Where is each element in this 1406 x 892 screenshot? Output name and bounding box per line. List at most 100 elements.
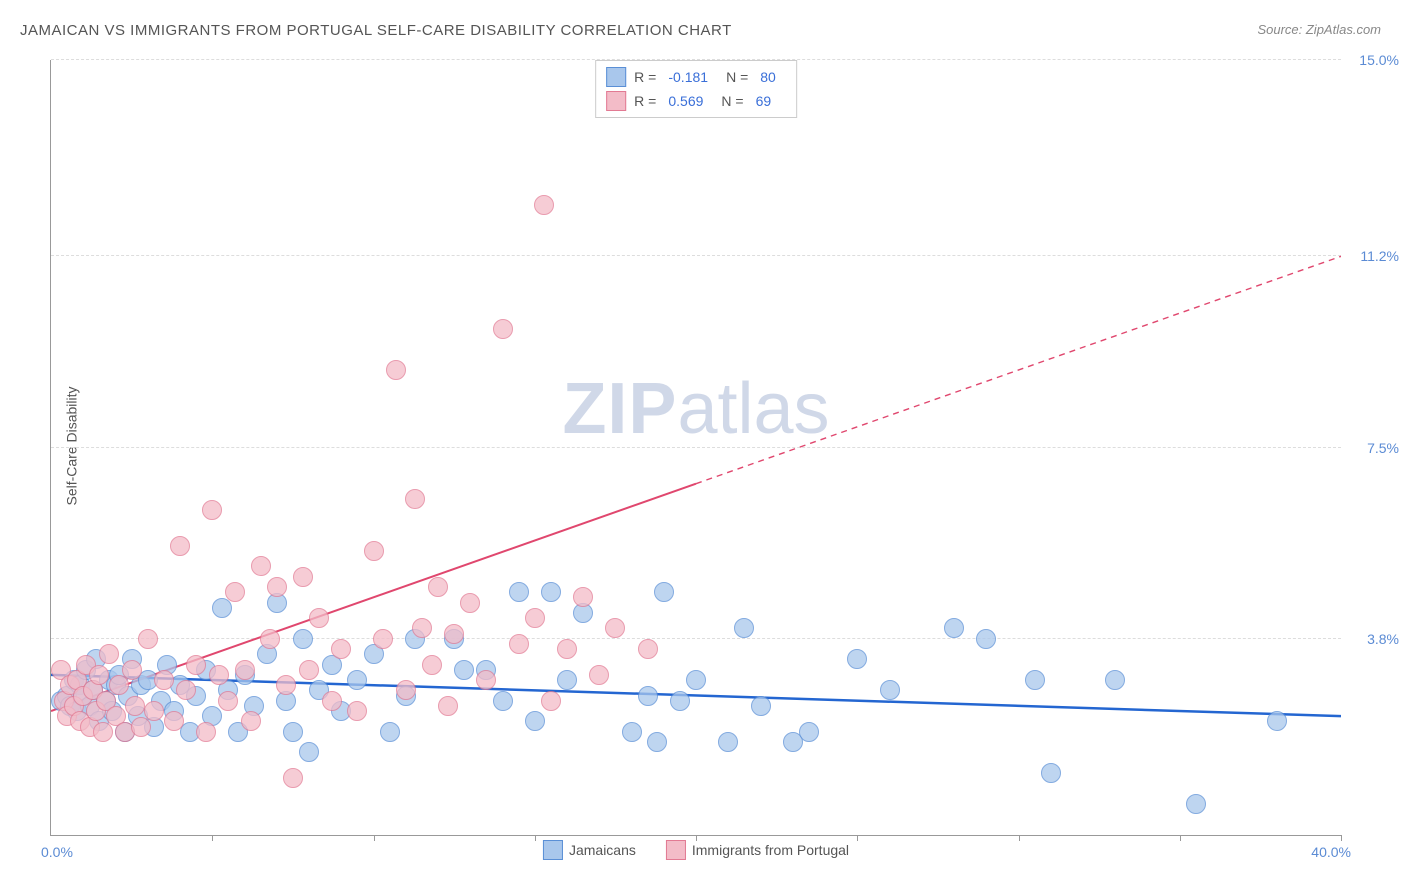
legend-label-portugal: Immigrants from Portugal [692, 842, 849, 858]
scatter-point [122, 660, 142, 680]
scatter-point [299, 742, 319, 762]
legend-item-jamaicans: Jamaicans [543, 840, 636, 860]
scatter-point [412, 618, 432, 638]
scatter-point [347, 701, 367, 721]
y-axis-tick-label: 15.0% [1359, 52, 1399, 68]
series-legend: Jamaicans Immigrants from Portugal [543, 840, 849, 860]
legend-row-2: R = 0.569 N = 69 [606, 89, 786, 113]
swatch-jamaicans-icon [606, 67, 626, 87]
scatter-point [944, 618, 964, 638]
scatter-point [686, 670, 706, 690]
scatter-point [509, 634, 529, 654]
scatter-point [557, 639, 577, 659]
scatter-point [493, 691, 513, 711]
n-value-2: 69 [756, 93, 772, 109]
scatter-point [373, 629, 393, 649]
y-axis-tick-label: 3.8% [1367, 631, 1399, 647]
legend-row-1: R = -0.181 N = 80 [606, 65, 786, 89]
scatter-point [444, 624, 464, 644]
scatter-point [405, 489, 425, 509]
source-attribution: Source: ZipAtlas.com [1257, 22, 1381, 37]
scatter-point [347, 670, 367, 690]
scatter-point [283, 722, 303, 742]
watermark-atlas: atlas [677, 369, 829, 449]
scatter-point [589, 665, 609, 685]
scatter-point [751, 696, 771, 716]
scatter-point [322, 691, 342, 711]
swatch-jamaicans-icon [543, 840, 563, 860]
scatter-point [476, 670, 496, 690]
scatter-point [176, 680, 196, 700]
scatter-point [235, 660, 255, 680]
scatter-point [799, 722, 819, 742]
scatter-point [654, 582, 674, 602]
r-value-2: 0.569 [668, 93, 703, 109]
scatter-point [164, 711, 184, 731]
scatter-point [218, 691, 238, 711]
scatter-point [880, 680, 900, 700]
scatter-point [438, 696, 458, 716]
scatter-point [622, 722, 642, 742]
scatter-point [638, 639, 658, 659]
legend-item-portugal: Immigrants from Portugal [666, 840, 849, 860]
scatter-point [718, 732, 738, 752]
scatter-point [396, 680, 416, 700]
scatter-point [1025, 670, 1045, 690]
scatter-point [1105, 670, 1125, 690]
scatter-point [154, 670, 174, 690]
scatter-point [293, 567, 313, 587]
scatter-point [364, 541, 384, 561]
swatch-portugal-icon [606, 91, 626, 111]
scatter-point [509, 582, 529, 602]
scatter-point [1267, 711, 1287, 731]
scatter-point [534, 195, 554, 215]
scatter-point [138, 629, 158, 649]
scatter-point [89, 665, 109, 685]
scatter-point [460, 593, 480, 613]
scatter-point [125, 696, 145, 716]
scatter-point [670, 691, 690, 711]
y-axis-tick-label: 7.5% [1367, 440, 1399, 456]
scatter-point [283, 768, 303, 788]
scatter-point [541, 582, 561, 602]
scatter-point [573, 587, 593, 607]
legend-label-jamaicans: Jamaicans [569, 842, 636, 858]
scatter-point [428, 577, 448, 597]
scatter-point [202, 500, 222, 520]
scatter-point [1041, 763, 1061, 783]
scatter-point [454, 660, 474, 680]
r-label: R = [634, 93, 656, 109]
scatter-point [276, 675, 296, 695]
scatter-point [647, 732, 667, 752]
scatter-point [225, 582, 245, 602]
correlation-legend: R = -0.181 N = 80 R = 0.569 N = 69 [595, 60, 797, 118]
scatter-point [847, 649, 867, 669]
scatter-point [299, 660, 319, 680]
scatter-point [422, 655, 442, 675]
scatter-point [293, 629, 313, 649]
scatter-point [241, 711, 261, 731]
scatter-point [976, 629, 996, 649]
scatter-point [638, 686, 658, 706]
scatter-point [331, 639, 351, 659]
scatter-point [186, 655, 206, 675]
chart-title: JAMAICAN VS IMMIGRANTS FROM PORTUGAL SEL… [20, 22, 732, 39]
scatter-point [525, 711, 545, 731]
scatter-point [605, 618, 625, 638]
scatter-point [144, 701, 164, 721]
scatter-point [309, 608, 329, 628]
scatter-point [267, 577, 287, 597]
x-axis-min-label: 0.0% [41, 844, 73, 860]
scatter-point [557, 670, 577, 690]
scatter-point [493, 319, 513, 339]
scatter-point [380, 722, 400, 742]
scatter-point [196, 722, 216, 742]
scatter-point [525, 608, 545, 628]
scatter-point [209, 665, 229, 685]
n-label: N = [726, 69, 748, 85]
scatter-point [170, 536, 190, 556]
watermark: ZIPatlas [562, 368, 829, 450]
scatter-point [386, 360, 406, 380]
y-axis-tick-label: 11.2% [1360, 248, 1399, 264]
scatter-point [734, 618, 754, 638]
